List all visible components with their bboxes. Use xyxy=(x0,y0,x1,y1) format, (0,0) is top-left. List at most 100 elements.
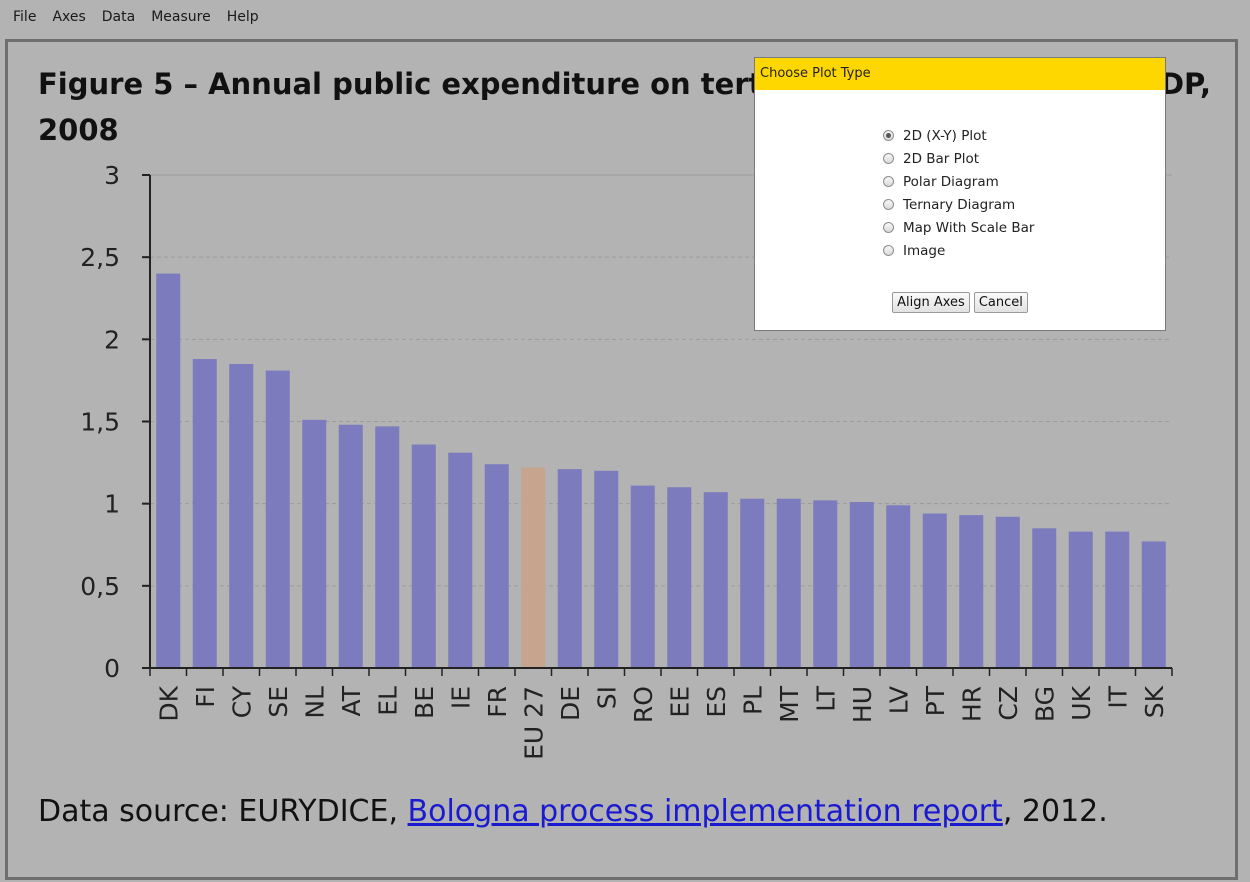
y-tick-label: 1 xyxy=(104,490,120,519)
menu-help[interactable]: Help xyxy=(226,9,259,25)
option-2d-xy-plot[interactable]: 2D (X-Y) Plot xyxy=(883,124,1034,147)
radio-ternary-diagram[interactable] xyxy=(883,199,894,210)
y-tick-label: 3 xyxy=(104,161,120,190)
align-axes-button[interactable]: Align Axes xyxy=(892,292,970,313)
chart-title-line1-end: DP, xyxy=(1160,67,1211,101)
x-tick-label: AT xyxy=(337,685,366,716)
bar xyxy=(922,513,947,668)
data-source: Data source: EURYDICE, Bologna process i… xyxy=(38,794,1108,829)
menu-file[interactable]: File xyxy=(13,9,37,25)
chart-title-line2: 2008 xyxy=(38,113,119,147)
option-2d-bar-plot[interactable]: 2D Bar Plot xyxy=(883,147,1034,170)
x-tick-label: UK xyxy=(1067,685,1096,720)
bar xyxy=(484,464,509,668)
cancel-button[interactable]: Cancel xyxy=(973,292,1028,313)
x-tick-label: EL xyxy=(373,686,402,716)
chart-title-line1: Figure 5 – Annual public expenditure on … xyxy=(38,67,772,101)
source-suffix: , 2012. xyxy=(1003,794,1108,829)
bar xyxy=(703,492,728,668)
x-tick-label: DK xyxy=(154,685,183,721)
chart-bars xyxy=(156,273,1166,668)
bar xyxy=(959,515,984,668)
source-prefix: Data source: EURYDICE, xyxy=(38,794,408,829)
x-tick-label: BG xyxy=(1030,686,1059,722)
menu-bar: File Axes Data Measure Help xyxy=(0,0,1250,34)
radio-map-with-scale-bar[interactable] xyxy=(883,222,894,233)
option-label: 2D (X-Y) Plot xyxy=(903,127,987,144)
dialog-buttons: Align Axes Cancel xyxy=(755,292,1165,313)
x-tick-label: SK xyxy=(1140,685,1169,718)
bar xyxy=(776,498,801,668)
bar xyxy=(886,505,911,668)
x-tick-label: CY xyxy=(227,685,256,718)
bar xyxy=(740,498,765,668)
x-tick-label: EE xyxy=(665,686,694,718)
radio-polar-diagram[interactable] xyxy=(883,176,894,187)
bar xyxy=(411,444,436,668)
bar xyxy=(630,485,655,668)
x-tick-label: FR xyxy=(483,686,512,718)
x-tick-label: IE xyxy=(446,686,475,709)
bar xyxy=(1068,531,1093,668)
option-label: Image xyxy=(903,242,946,259)
bar xyxy=(667,487,692,668)
bar xyxy=(265,370,290,668)
bar xyxy=(594,470,619,668)
bar xyxy=(375,426,400,668)
option-label: Ternary Diagram xyxy=(903,196,1016,213)
option-ternary-diagram[interactable]: Ternary Diagram xyxy=(883,193,1034,216)
bar xyxy=(557,469,582,668)
x-tick-label: BE xyxy=(410,686,439,719)
x-tick-label: LT xyxy=(811,685,840,711)
x-tick-label: HU xyxy=(848,686,877,723)
chart-image: Figure 5 – Annual public expenditure on … xyxy=(38,67,1211,829)
y-tick-label: 0,5 xyxy=(80,572,120,601)
x-tick-label: SE xyxy=(264,686,293,718)
bar xyxy=(521,467,546,668)
source-link[interactable]: Bologna process implementation report xyxy=(408,794,1004,829)
option-image[interactable]: Image xyxy=(883,239,1034,262)
x-tick-label: IT xyxy=(1103,685,1132,708)
x-tick-label: PL xyxy=(738,686,767,715)
option-map-with-scale-bar[interactable]: Map With Scale Bar xyxy=(883,216,1034,239)
plot-type-options: 2D (X-Y) Plot 2D Bar Plot Polar Diagram … xyxy=(883,124,1034,262)
menu-data[interactable]: Data xyxy=(101,9,136,25)
bar xyxy=(156,273,181,668)
y-tick-label: 1,5 xyxy=(80,408,120,437)
y-tick-label: 2 xyxy=(104,325,120,354)
x-tick-label: EU 27 xyxy=(519,686,548,760)
bar xyxy=(448,452,473,668)
bar xyxy=(192,359,217,668)
radio-image[interactable] xyxy=(883,245,894,256)
y-tick-label: 2,5 xyxy=(80,243,120,272)
x-tick-label: DE xyxy=(556,686,585,721)
radio-2d-bar-plot[interactable] xyxy=(883,153,894,164)
option-label: Map With Scale Bar xyxy=(903,219,1035,236)
bar xyxy=(229,363,254,668)
x-tick-label: FI xyxy=(191,686,220,708)
bar xyxy=(1032,528,1057,668)
x-tick-label: SI xyxy=(592,686,621,709)
bar xyxy=(338,424,363,668)
radio-2d-xy-plot[interactable] xyxy=(883,130,894,141)
choose-plot-type-dialog: Choose Plot Type 2D (X-Y) Plot 2D Bar Pl… xyxy=(754,57,1166,331)
bar xyxy=(813,500,838,668)
bar xyxy=(1105,531,1130,668)
bar xyxy=(995,516,1020,668)
bar xyxy=(302,419,327,668)
bar xyxy=(849,502,874,668)
x-tick-label: NL xyxy=(300,686,329,719)
chart-y-ticks: 0 0,5 1 1,5 2 2,5 3 xyxy=(80,161,150,683)
x-tick-label: MT xyxy=(775,685,804,723)
x-tick-label: HR xyxy=(957,686,986,722)
option-label: Polar Diagram xyxy=(903,173,999,190)
x-tick-label: PT xyxy=(921,685,950,716)
y-tick-label: 0 xyxy=(104,654,120,683)
option-label: 2D Bar Plot xyxy=(903,150,980,167)
dialog-title: Choose Plot Type xyxy=(755,58,1165,90)
option-polar-diagram[interactable]: Polar Diagram xyxy=(883,170,1034,193)
x-tick-label: RO xyxy=(629,686,658,723)
menu-measure[interactable]: Measure xyxy=(151,9,211,25)
x-tick-label: ES xyxy=(702,686,731,718)
menu-axes[interactable]: Axes xyxy=(52,9,86,25)
